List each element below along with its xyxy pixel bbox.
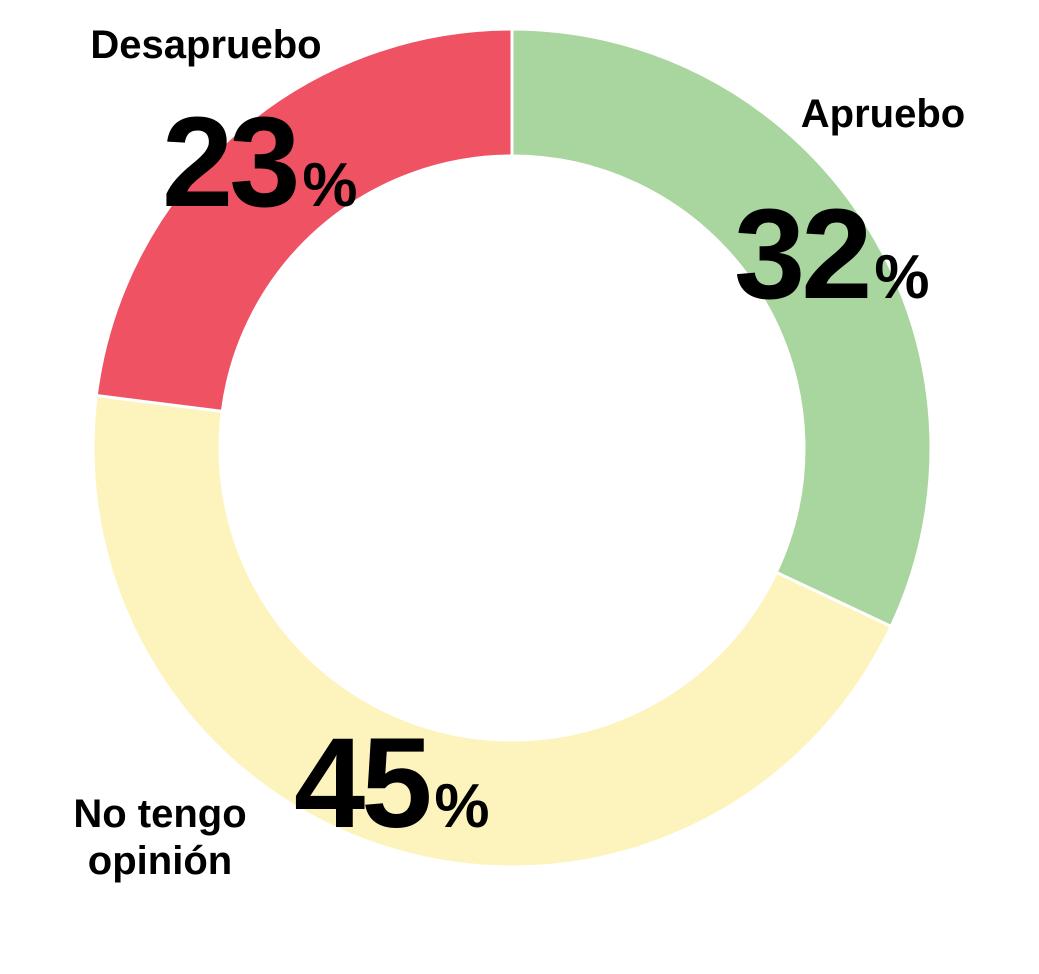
slice-label-desapruebo: Desapruebo [90,23,321,67]
slice-apruebo [510,27,933,629]
slice-label-no-tengo-opinion: No tengo opinión [73,792,246,883]
slice-label-apruebo: Apruebo [801,92,965,136]
slices-layer [91,27,933,869]
slice-value-apruebo: 32% [734,183,930,326]
slice-no-tengo-opinion [91,393,894,869]
slice-desapruebo [94,27,514,414]
labels-layer: Apruebo 32% No tengo opinión 45% Desapruebo 23… [73,23,965,883]
slice-value-desapruebo: 23% [162,91,358,234]
slice-value-no-tengo-opinion: 45% [294,712,490,855]
